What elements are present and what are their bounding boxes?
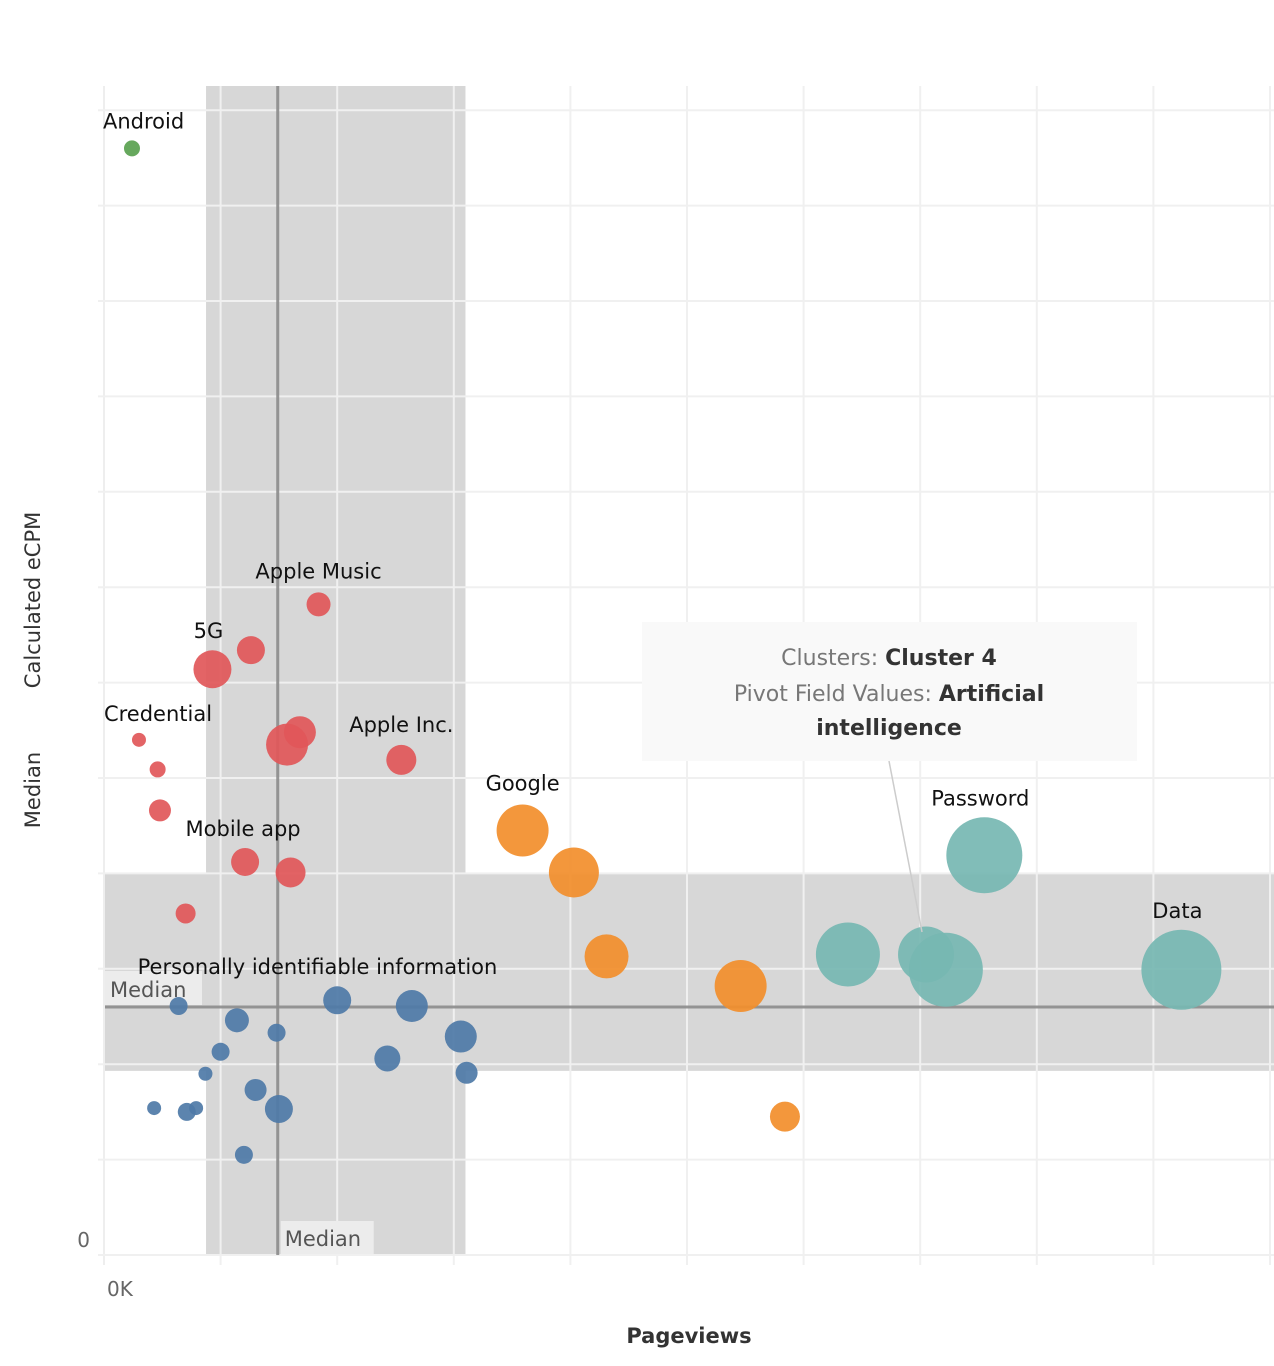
data-point	[264, 1095, 293, 1124]
data-point	[584, 934, 629, 979]
data-point	[131, 732, 146, 747]
data-points	[123, 140, 1222, 1164]
point-label: Apple Music	[255, 559, 381, 583]
data-point	[386, 744, 417, 775]
data-point	[149, 761, 166, 778]
x-median-label-bg	[280, 1221, 374, 1254]
x-axis-title: Pageviews	[626, 1324, 751, 1348]
data-point	[224, 1008, 249, 1033]
point-label: Android	[103, 109, 184, 133]
data-point	[148, 799, 171, 822]
annotation-line: intelligence	[816, 716, 962, 741]
data-point	[455, 1061, 478, 1084]
point-label: Password	[931, 786, 1029, 810]
annotation-background	[642, 622, 1137, 761]
annotation-key: Pivot Field Values:	[734, 682, 939, 707]
point-label: 5G	[194, 619, 224, 643]
data-point	[1141, 929, 1222, 1010]
annotation-box: Clusters: Cluster 4 Pivot Field Values: A…	[642, 622, 1137, 933]
data-point	[908, 932, 983, 1007]
data-point	[815, 922, 880, 987]
y-median-label-bg	[105, 971, 202, 1005]
data-point	[496, 804, 549, 857]
data-point	[234, 1145, 253, 1164]
data-point	[306, 592, 331, 617]
y-axis-title: Calculated eCPM	[21, 512, 45, 688]
data-point	[266, 723, 309, 766]
reference-bands	[105, 86, 1274, 1255]
data-point	[244, 1078, 267, 1101]
data-point	[374, 1045, 401, 1072]
data-point	[323, 986, 352, 1015]
data-point	[231, 847, 260, 876]
data-point	[769, 1101, 800, 1132]
point-label: Data	[1152, 899, 1202, 923]
data-point	[548, 847, 599, 898]
point-label: Mobile app	[186, 817, 301, 841]
x-distribution-band	[206, 86, 466, 1255]
data-point	[211, 1042, 230, 1061]
data-point	[198, 1066, 213, 1081]
point-label: Credential	[104, 702, 212, 726]
data-point	[123, 140, 140, 157]
data-point	[236, 636, 265, 665]
point-labels: Android Apple Music 5G Credential Apple Inc.…	[103, 109, 1202, 979]
data-point	[714, 959, 767, 1012]
y-distribution-band	[105, 873, 1274, 1071]
y-tick-label: 0	[77, 1228, 90, 1252]
data-point	[395, 990, 428, 1023]
x-median-label: Median	[285, 1227, 361, 1251]
median-lines	[105, 86, 1274, 1255]
point-label: Google	[486, 771, 560, 795]
point-label: Apple Inc.	[349, 713, 453, 737]
data-point	[147, 1101, 162, 1116]
data-point	[193, 650, 232, 689]
data-point	[189, 1101, 204, 1116]
data-point	[946, 817, 1023, 894]
annotation-leader-line	[888, 760, 923, 933]
x-tick-label: 0K	[107, 1277, 134, 1301]
data-point	[175, 903, 196, 924]
point-label: Personally identifiable information	[138, 955, 498, 979]
data-point	[444, 1020, 477, 1053]
data-point	[275, 857, 306, 888]
annotation-value: Cluster 4	[885, 646, 997, 671]
annotation-value: intelligence	[816, 716, 962, 741]
annotation-line: Pivot Field Values: Artificial	[734, 682, 1044, 707]
y-median-label: Median	[110, 978, 186, 1002]
y-axis-median-title: Median	[21, 752, 45, 828]
annotation-line: Clusters: Cluster 4	[781, 646, 997, 671]
data-point	[169, 997, 188, 1016]
annotation-value: Artificial	[939, 682, 1044, 707]
annotation-key: Clusters:	[781, 646, 885, 671]
data-point	[267, 1023, 286, 1042]
